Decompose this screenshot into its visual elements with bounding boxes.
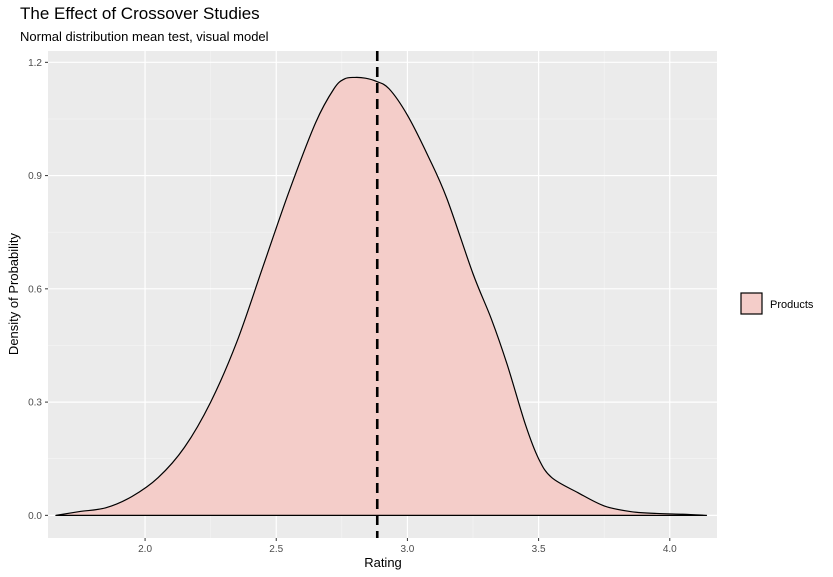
- x-tick-label: 2.0: [138, 544, 152, 555]
- x-tick-label: 3.0: [400, 544, 414, 555]
- y-tick-label: 0.0: [28, 511, 42, 522]
- y-tick-label: 0.6: [28, 284, 42, 295]
- y-axis: 0.0 0.3 0.6 0.9 1.2: [28, 58, 48, 522]
- x-tick-label: 2.5: [269, 544, 283, 555]
- legend-key: [740, 292, 763, 315]
- y-tick-label: 0.9: [28, 171, 42, 182]
- legend-label: Products: [770, 299, 814, 311]
- x-axis: 2.0 2.5 3.0 3.5 4.0: [138, 538, 677, 555]
- density-area-products: [55, 76, 708, 516]
- y-tick-label: 1.2: [28, 58, 42, 69]
- legend: Products: [740, 292, 814, 315]
- y-tick-label: 0.3: [28, 398, 42, 409]
- chart-subtitle: Normal distribution mean test, visual mo…: [20, 29, 269, 44]
- chart-title: The Effect of Crossover Studies: [20, 4, 260, 23]
- series-layer: [55, 76, 708, 516]
- x-tick-label: 4.0: [663, 544, 677, 555]
- x-axis-title: Rating: [364, 555, 402, 570]
- x-tick-label: 3.5: [532, 544, 546, 555]
- y-axis-title: Density of Probability: [6, 232, 21, 355]
